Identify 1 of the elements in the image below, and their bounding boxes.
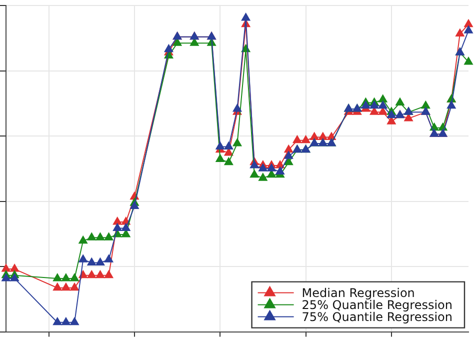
- legend-label: Median Regression: [302, 286, 415, 300]
